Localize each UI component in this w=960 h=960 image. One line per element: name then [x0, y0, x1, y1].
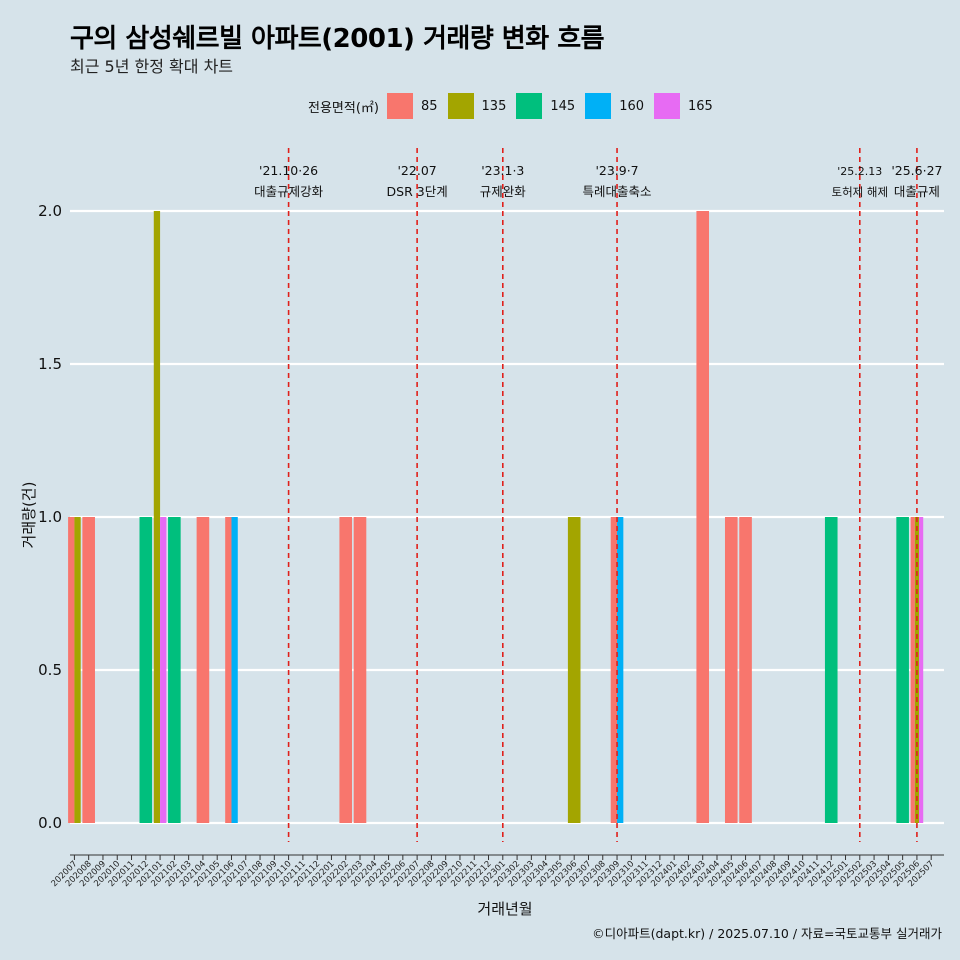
bar-85-202104: [196, 517, 210, 823]
event-date-202309: '23.9·7: [595, 163, 638, 178]
bar-85-202403: [696, 211, 710, 823]
y-axis-label: 거래량(건): [20, 482, 38, 549]
bar-85-202506: [910, 517, 915, 823]
bar-145-202102: [168, 517, 181, 823]
legend-label-145: 145: [550, 98, 576, 114]
legend-label-160: 160: [619, 98, 645, 114]
bar-85-202202: [339, 517, 353, 823]
event-markers: '21.10·26 대출규제강화 '22.07 DSR 3단계 '23.1·3 규제완화 '…: [254, 148, 942, 842]
bar-165-202101: [160, 517, 167, 823]
legend-item-85: 85: [386, 93, 438, 119]
legend-item-145: 145: [516, 93, 575, 119]
bar-160-202309: [617, 517, 624, 823]
legend-swatch-85: [386, 93, 413, 119]
bar-85-202203: [353, 517, 367, 823]
grid-lines: [70, 209, 944, 825]
event-label-202110: 대출규제강화: [254, 184, 324, 199]
bar-135-202101: [153, 211, 161, 823]
bars: [68, 211, 924, 823]
bar-160-202106: [231, 517, 238, 823]
bar-135-202306: [567, 517, 581, 823]
event-label-202502: 토허제 해제: [832, 185, 889, 199]
event-date-202506: '25.6·27: [891, 163, 942, 178]
bar-135-202007: [74, 517, 81, 823]
y-tick-label: 0.0: [38, 814, 62, 832]
event-label-202207: DSR 3단계: [387, 184, 448, 199]
y-tick-label: 2.0: [38, 202, 62, 220]
bar-165-202506: [919, 517, 924, 823]
event-date-202207: '22.07: [398, 163, 437, 178]
chart-subtitle: 최근 5년 한정 확대 차트: [70, 57, 234, 76]
event-date-202301: '23.1·3: [481, 163, 524, 178]
bar-85-202008: [82, 517, 95, 823]
legend-label-135: 135: [481, 98, 507, 114]
event-date-202110: '21.10·26: [259, 163, 318, 178]
event-label-202506: 대출규제: [894, 184, 940, 199]
y-tick-label: 0.5: [38, 661, 62, 679]
legend-label-85: 85: [420, 98, 438, 114]
bar-85-202309: [610, 517, 618, 823]
legend-swatch-165: [654, 93, 681, 119]
source-caption: ©디아파트(dapt.kr) / 2025.07.10 / 자료=국토교통부 실…: [592, 926, 942, 941]
bar-85-202007: [68, 517, 75, 823]
legend-label-165: 165: [688, 98, 713, 114]
legend-title: 전용면적(㎡): [308, 100, 379, 116]
bar-145-202412: [824, 517, 838, 823]
y-tick-label: 1.0: [38, 508, 62, 526]
y-tick-label: 1.5: [38, 355, 62, 373]
legend: 전용면적(㎡) 85 135 145 160 165: [308, 93, 723, 119]
legend-swatch-145: [516, 93, 543, 119]
legend-item-165: 165: [654, 93, 713, 119]
bar-145-202505: [896, 517, 909, 823]
event-label-202309: 특례대출축소: [583, 184, 652, 199]
bar-85-202405: [724, 517, 738, 823]
legend-swatch-160: [585, 93, 612, 119]
x-axis-label: 거래년월: [477, 900, 532, 918]
event-label-202301: 규제완화: [480, 184, 527, 199]
bar-85-202406: [739, 517, 752, 823]
legend-swatch-135: [447, 93, 474, 119]
legend-item-160: 160: [585, 93, 644, 119]
event-date-202502: '25.2.13: [837, 165, 882, 178]
bar-145-202012: [139, 517, 153, 823]
legend-item-135: 135: [447, 93, 507, 119]
chart-title: 구의 삼성쉐르빌 아파트(2001) 거래량 변화 흐름: [70, 24, 605, 54]
bar-85-202106: [225, 517, 232, 823]
